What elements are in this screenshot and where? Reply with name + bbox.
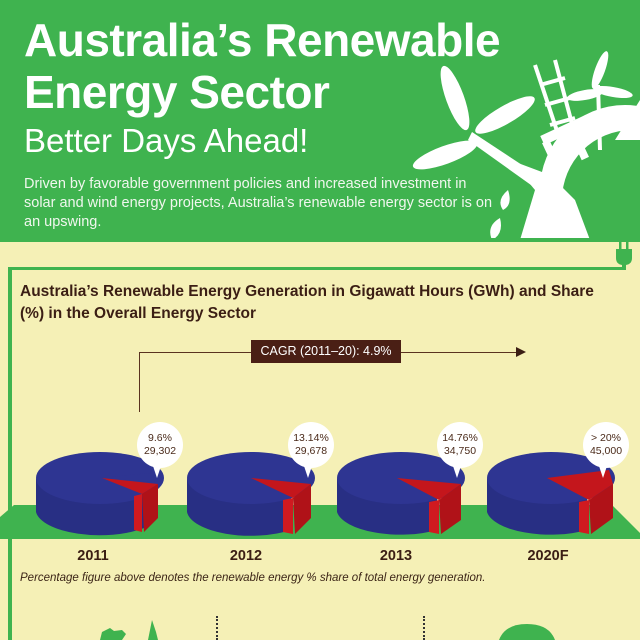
data-label-2020f: > 20% 45,000 <box>583 422 629 478</box>
pie-chart-2012 <box>187 452 315 536</box>
gwh-value: 34,750 <box>443 445 477 457</box>
chart-platform <box>0 505 640 539</box>
pie-chart-2013 <box>337 452 465 535</box>
share-value: > 20% <box>590 432 622 444</box>
renewable-tree-illustration-icon <box>412 51 640 238</box>
year-label-2020f: 2020F <box>527 548 569 564</box>
chart-footnote: Percentage figure above denotes the rene… <box>20 572 486 584</box>
header-divider <box>0 238 640 242</box>
data-label-2013: 14.76% 34,750 <box>437 422 483 478</box>
arrow-right-icon <box>516 347 526 357</box>
gwh-value: 29,678 <box>294 445 328 457</box>
share-value: 13.14% <box>293 432 329 444</box>
page-subtitle: Better Days Ahead! <box>24 122 309 159</box>
share-value: 9.6% <box>148 432 172 444</box>
title-line-1: Australia’s Renewable <box>24 14 501 66</box>
cagr-connector <box>139 352 140 412</box>
hero-banner: Australia’s Renewable Energy Sector Bett… <box>0 0 640 238</box>
page-description: Driven by favorable government policies … <box>24 176 493 230</box>
page-title: Australia’s Renewable Energy Sector <box>24 14 501 118</box>
pie-chart-2020f <box>487 452 615 535</box>
frame-cord-vertical <box>622 255 625 270</box>
dotted-divider <box>216 616 218 640</box>
title-line-2: Energy Sector <box>24 66 330 118</box>
year-label-2011: 2011 <box>77 548 109 564</box>
data-label-2012: 13.14% 29,678 <box>288 422 334 478</box>
share-value: 14.76% <box>442 432 478 444</box>
year-label-2013: 2013 <box>379 548 413 564</box>
cagr-label: CAGR (2011–20): 4.9% <box>251 340 401 363</box>
year-label-2012: 2012 <box>229 548 263 564</box>
gwh-value: 45,000 <box>589 445 623 457</box>
gwh-value: 29,302 <box>143 445 177 457</box>
chart-title: Australia’s Renewable Energy Generation … <box>20 283 594 322</box>
frame-cord-left <box>8 267 12 640</box>
map-silhouette-icon <box>100 620 158 640</box>
dotted-divider <box>423 616 425 640</box>
pie-chart-2011 <box>36 452 164 536</box>
frame-cord-top <box>8 267 625 270</box>
green-blob-icon <box>499 624 555 640</box>
data-label-2011: 9.6% 29,302 <box>137 422 183 478</box>
